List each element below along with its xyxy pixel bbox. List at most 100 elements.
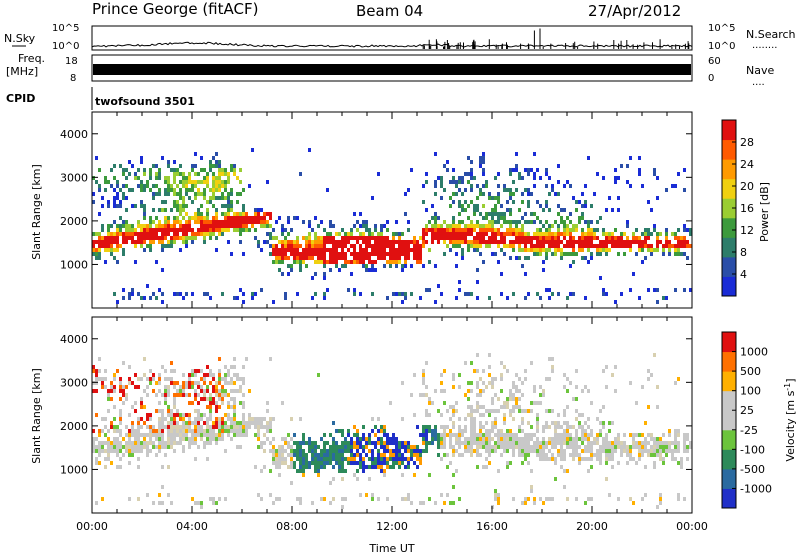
data-cell: [590, 204, 593, 208]
data-cell: [386, 461, 389, 465]
data-cell: [533, 445, 536, 449]
data-cell: [485, 244, 488, 248]
data-cell: [644, 236, 647, 240]
data-cell: [548, 449, 551, 453]
data-cell: [371, 292, 374, 296]
data-cell: [125, 441, 128, 445]
data-cell: [656, 300, 659, 304]
data-cell: [212, 389, 215, 393]
data-cell: [332, 248, 335, 252]
data-cell: [233, 433, 236, 437]
data-cell: [662, 433, 665, 437]
data-cell: [116, 228, 119, 232]
data-cell: [632, 445, 635, 449]
data-cell: [572, 244, 575, 248]
data-cell: [149, 232, 152, 236]
data-cell: [119, 224, 122, 228]
data-cell: [533, 184, 536, 188]
data-cell: [362, 445, 365, 449]
data-cell: [464, 172, 467, 176]
data-cell: [281, 449, 284, 453]
data-cell: [569, 453, 572, 457]
colorbar-frame: [721, 331, 737, 509]
data-cell: [440, 457, 443, 461]
data-cell: [173, 413, 176, 417]
data-cell: [164, 192, 167, 196]
data-cell: [536, 401, 539, 405]
data-cell: [668, 252, 671, 256]
data-cell: [557, 292, 560, 296]
x-tick-label: 16:00: [476, 520, 508, 533]
data-cell: [305, 465, 308, 469]
data-cell: [146, 244, 149, 248]
data-cell: [635, 461, 638, 465]
data-cell: [152, 433, 155, 437]
data-cell: [404, 248, 407, 252]
data-cell: [536, 244, 539, 248]
data-cell: [185, 192, 188, 196]
data-cell: [662, 461, 665, 465]
data-cell: [347, 441, 350, 445]
data-cell: [662, 445, 665, 449]
data-cell: [128, 453, 131, 457]
data-cell: [194, 184, 197, 188]
data-cell: [317, 469, 320, 473]
data-cell: [272, 260, 275, 264]
data-cell: [461, 453, 464, 457]
data-cell: [155, 296, 158, 300]
data-cell: [146, 413, 149, 417]
data-cell: [584, 421, 587, 425]
data-cell: [242, 425, 245, 429]
data-cell: [617, 437, 620, 441]
data-cell: [92, 437, 95, 441]
data-cell: [92, 441, 95, 445]
data-cell: [185, 180, 188, 184]
data-cell: [503, 421, 506, 425]
data-cell: [293, 252, 296, 256]
data-cell: [323, 465, 326, 469]
data-cell: [476, 453, 479, 457]
data-cell: [392, 232, 395, 236]
data-cell: [119, 385, 122, 389]
data-cell: [158, 373, 161, 377]
data-cell: [233, 228, 236, 232]
data-cell: [257, 433, 260, 437]
colorbar-tick-label: 24: [740, 158, 754, 171]
data-cell: [524, 296, 527, 300]
data-cell: [182, 449, 185, 453]
data-cell: [422, 240, 425, 244]
data-cell: [524, 248, 527, 252]
data-cell: [176, 204, 179, 208]
data-cell: [437, 176, 440, 180]
data-cell: [155, 453, 158, 457]
data-cell: [200, 216, 203, 220]
data-cell: [509, 256, 512, 260]
data-cell: [326, 441, 329, 445]
power-x-ticks: [91, 112, 693, 308]
data-cell: [290, 248, 293, 252]
data-cell: [482, 184, 485, 188]
data-cell: [677, 441, 680, 445]
data-cell: [218, 369, 221, 373]
data-cell: [428, 397, 431, 401]
data-cell: [314, 449, 317, 453]
data-cell: [287, 272, 290, 276]
data-cell: [392, 240, 395, 244]
data-cell: [230, 192, 233, 196]
data-cell: [134, 172, 137, 176]
data-cell: [368, 228, 371, 232]
data-cell: [236, 429, 239, 433]
data-cell: [95, 369, 98, 373]
data-cell: [419, 236, 422, 240]
data-cell: [260, 208, 263, 212]
data-cell: [167, 445, 170, 449]
data-cell: [542, 232, 545, 236]
data-cell: [131, 433, 134, 437]
data-cell: [542, 389, 545, 393]
data-cell: [278, 453, 281, 457]
data-cell: [170, 168, 173, 172]
data-cell: [689, 244, 692, 248]
data-cell: [383, 224, 386, 228]
data-cell: [143, 212, 146, 216]
data-cell: [134, 437, 137, 441]
